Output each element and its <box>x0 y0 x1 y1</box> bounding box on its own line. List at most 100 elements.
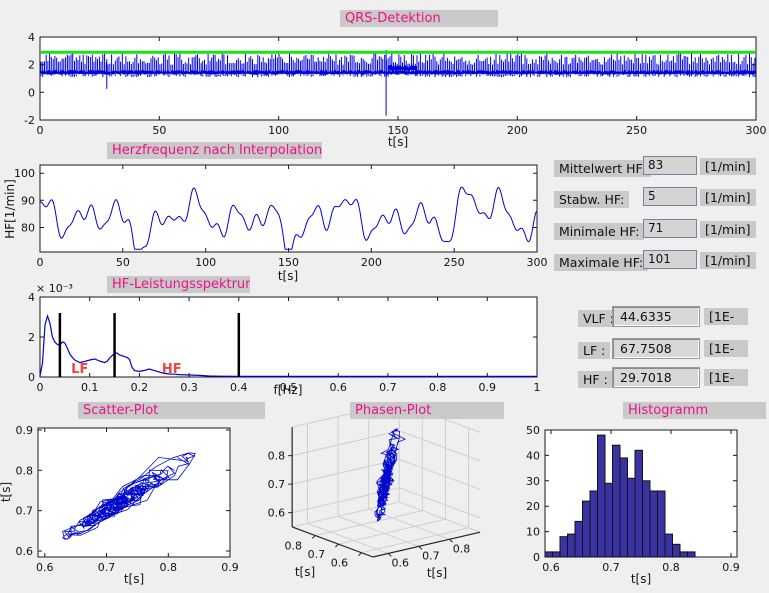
svg-text:0.6: 0.6 <box>331 557 349 570</box>
svg-text:0.8: 0.8 <box>453 542 471 555</box>
spectrum-title: HF-Leistungsspektrum <box>107 276 250 293</box>
svg-text:0.7: 0.7 <box>379 381 397 394</box>
svg-text:0.6: 0.6 <box>36 561 54 574</box>
svg-text:× 10⁻³: × 10⁻³ <box>36 282 73 295</box>
svg-text:250: 250 <box>444 256 465 269</box>
band-unit-hf: [1E- <box>704 369 748 386</box>
svg-text:100: 100 <box>14 167 35 180</box>
scatter-plot: 0.6 0.7 0.8 0.9 0.6 0.7 0.8 0.9 t[s] t[s] <box>0 424 239 586</box>
svg-text:2: 2 <box>28 331 35 344</box>
svg-text:0.7: 0.7 <box>308 548 326 561</box>
svg-text:0.8: 0.8 <box>285 540 303 553</box>
stat-unit-std: [1/min] <box>700 189 756 206</box>
stat-value-min-field[interactable]: 71 <box>643 219 697 238</box>
svg-text:20: 20 <box>526 500 540 513</box>
svg-text:0.3: 0.3 <box>180 381 198 394</box>
stat-unit-max: [1/min] <box>700 252 756 269</box>
svg-text:150: 150 <box>388 124 409 137</box>
band-row-hf: HF : 29.7018 [1E- <box>578 367 748 388</box>
band-value-lf-field[interactable]: 67.7508 <box>612 338 700 359</box>
svg-text:1: 1 <box>534 381 541 394</box>
stat-label-min: Minimale HF: <box>554 223 645 240</box>
svg-text:0.6: 0.6 <box>268 507 286 520</box>
stat-value-std-field[interactable]: 5 <box>643 187 697 206</box>
svg-text:0: 0 <box>37 256 44 269</box>
svg-text:0.6: 0.6 <box>542 561 560 574</box>
stat-unit-min: [1/min] <box>700 221 756 238</box>
svg-text:0.8: 0.8 <box>429 381 447 394</box>
spectrum-plot: 0 0.1 0.2 0.3 0.4 0.5 0.6 0.7 0.8 0.9 1 0 2 4 f[Hz] × 1… <box>28 282 541 397</box>
svg-text:0.5: 0.5 <box>280 381 298 394</box>
stat-label-std: Stabw. HF: <box>554 191 630 208</box>
svg-text:HF[1/min]: HF[1/min] <box>3 179 17 239</box>
scatter-title: Scatter-Plot <box>78 402 265 419</box>
svg-text:0.8: 0.8 <box>16 464 34 477</box>
svg-text:0.9: 0.9 <box>722 561 740 574</box>
svg-text:0.8: 0.8 <box>268 450 286 463</box>
svg-text:300: 300 <box>527 256 548 269</box>
svg-text:50: 50 <box>526 424 540 437</box>
svg-text:0.7: 0.7 <box>98 561 116 574</box>
stat-value-mean-field[interactable]: 83 <box>643 156 697 175</box>
svg-text:0.9: 0.9 <box>479 381 497 394</box>
svg-text:200: 200 <box>507 124 528 137</box>
stat-label-mean: Mittelwert HF: <box>554 160 651 177</box>
svg-text:0: 0 <box>533 551 540 564</box>
svg-text:80: 80 <box>21 222 35 235</box>
svg-text:0.6: 0.6 <box>16 545 34 558</box>
phase-plot: 0.6 0.6 0.6 0.7 0.7 0.7 0.8 0.8 0.8 t[s] t[s] <box>268 401 481 580</box>
svg-text:50: 50 <box>152 124 166 137</box>
svg-text:0.9: 0.9 <box>221 561 239 574</box>
svg-text:t[s]: t[s] <box>427 566 447 580</box>
stat-row-min: Minimale HF: 71 [1/min] <box>554 219 756 240</box>
svg-text:LF: LF <box>71 362 88 377</box>
svg-text:0.7: 0.7 <box>602 561 620 574</box>
svg-text:0.9: 0.9 <box>16 424 34 437</box>
svg-text:0.6: 0.6 <box>329 381 347 394</box>
svg-text:0: 0 <box>37 124 44 137</box>
band-unit-vlf: [1E- <box>704 308 748 325</box>
svg-text:30: 30 <box>526 475 540 488</box>
svg-text:0.7: 0.7 <box>16 505 34 518</box>
svg-text:HF: HF <box>162 362 182 377</box>
band-unit-lf: [1E- <box>704 340 748 357</box>
svg-text:t[s]: t[s] <box>388 135 408 149</box>
svg-text:0.7: 0.7 <box>268 478 286 491</box>
svg-text:4: 4 <box>28 31 35 44</box>
svg-text:300: 300 <box>746 124 767 137</box>
hr-plot: 0 50 100 150 200 250 300 80 90 100 t[s] HF[1/min] <box>3 164 548 283</box>
svg-text:0.2: 0.2 <box>131 381 149 394</box>
band-label-hf: HF : <box>578 371 613 388</box>
svg-text:10: 10 <box>526 526 540 539</box>
svg-text:4: 4 <box>28 291 35 304</box>
svg-text:t[s]: t[s] <box>124 572 144 586</box>
svg-text:t[s]: t[s] <box>278 269 298 283</box>
svg-text:40: 40 <box>526 449 540 462</box>
svg-text:2: 2 <box>28 59 35 72</box>
band-row-lf: LF : 67.7508 [1E- <box>578 338 748 359</box>
svg-text:f[Hz]: f[Hz] <box>274 383 303 397</box>
band-value-vlf-field[interactable]: 44.6335 <box>612 306 700 327</box>
stat-value-max-field[interactable]: 101 <box>643 250 697 269</box>
band-value-hf-field[interactable]: 29.7018 <box>612 367 700 388</box>
svg-text:150: 150 <box>278 256 299 269</box>
svg-text:t[s]: t[s] <box>0 482 13 502</box>
svg-text:100: 100 <box>268 124 289 137</box>
svg-text:0.8: 0.8 <box>160 561 178 574</box>
phase-title: Phasen-Plot <box>350 402 504 419</box>
stat-row-max: Maximale HF: 101 [1/min] <box>554 250 756 271</box>
svg-text:0: 0 <box>28 371 35 384</box>
band-label-vlf: VLF : <box>578 310 619 327</box>
svg-text:90: 90 <box>21 194 35 207</box>
stat-row-mean: Mittelwert HF: 83 [1/min] <box>554 156 756 177</box>
svg-text:100: 100 <box>195 256 216 269</box>
svg-text:50: 50 <box>116 256 130 269</box>
svg-text:0.4: 0.4 <box>230 381 248 394</box>
qrs-title: QRS-Detektion <box>340 10 498 27</box>
svg-text:-2: -2 <box>24 114 35 127</box>
svg-text:0.1: 0.1 <box>81 381 99 394</box>
svg-text:t[s]: t[s] <box>631 572 651 586</box>
